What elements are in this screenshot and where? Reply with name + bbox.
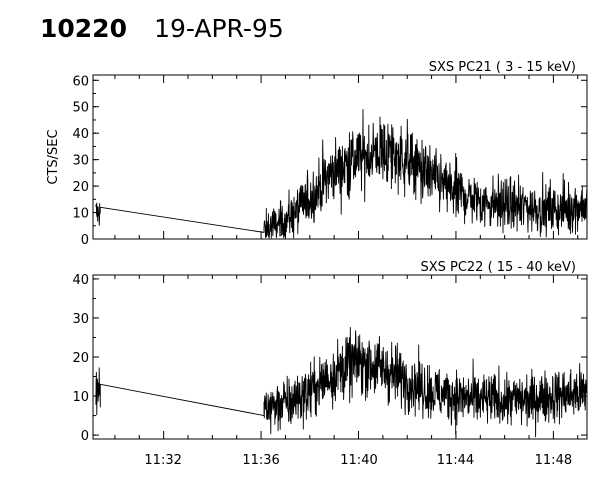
y-axis-label: CTS/SEC xyxy=(46,129,61,184)
series-pc22 xyxy=(95,327,588,438)
y-axis-pc22: 0 10 20 30 40 xyxy=(72,273,587,444)
panel-pc21: SXS PC21 ( 3 - 15 keV) CTS/SEC 0 10 20 30 40… xyxy=(46,60,588,248)
y-tick-label: 60 xyxy=(72,74,89,89)
panel-title-pc22: SXS PC22 ( 15 - 40 keV) xyxy=(420,260,576,275)
y-tick-label: 50 xyxy=(72,101,89,116)
x-tick-label: 11:44 xyxy=(437,453,474,468)
y-axis-pc21: 0 10 20 30 40 50 60 xyxy=(72,74,587,248)
x-tick-label: 11:48 xyxy=(535,453,572,468)
x-tick-label: 11:32 xyxy=(144,453,181,468)
x-axis-pc22: 11:32 11:36 11:40 11:44 11:48 xyxy=(114,275,579,468)
y-tick-label: 10 xyxy=(72,390,89,405)
x-axis-pc21 xyxy=(114,75,579,239)
y-tick-label: 30 xyxy=(72,312,89,327)
plot-header: 10220 19-APR-95 xyxy=(40,14,284,48)
panel-title-pc21: SXS PC21 ( 3 - 15 keV) xyxy=(429,60,576,75)
x-tick-label: 11:36 xyxy=(242,453,279,468)
count-rate-line xyxy=(95,327,588,438)
count-rate-line xyxy=(95,109,588,239)
y-tick-label: 40 xyxy=(72,127,89,142)
series-pc21 xyxy=(95,109,588,239)
y-tick-label: 0 xyxy=(81,429,89,444)
y-tick-label: 40 xyxy=(72,273,89,288)
y-tick-label: 30 xyxy=(72,154,89,169)
event-date: 19-APR-95 xyxy=(154,14,284,43)
x-tick-label: 11:40 xyxy=(340,453,377,468)
event-id: 10220 xyxy=(40,14,127,43)
plot-frame-pc21 xyxy=(92,74,588,240)
y-tick-label: 20 xyxy=(72,180,89,195)
y-tick-label: 10 xyxy=(72,207,89,222)
y-tick-label: 20 xyxy=(72,351,89,366)
y-tick-label: 0 xyxy=(81,233,89,248)
